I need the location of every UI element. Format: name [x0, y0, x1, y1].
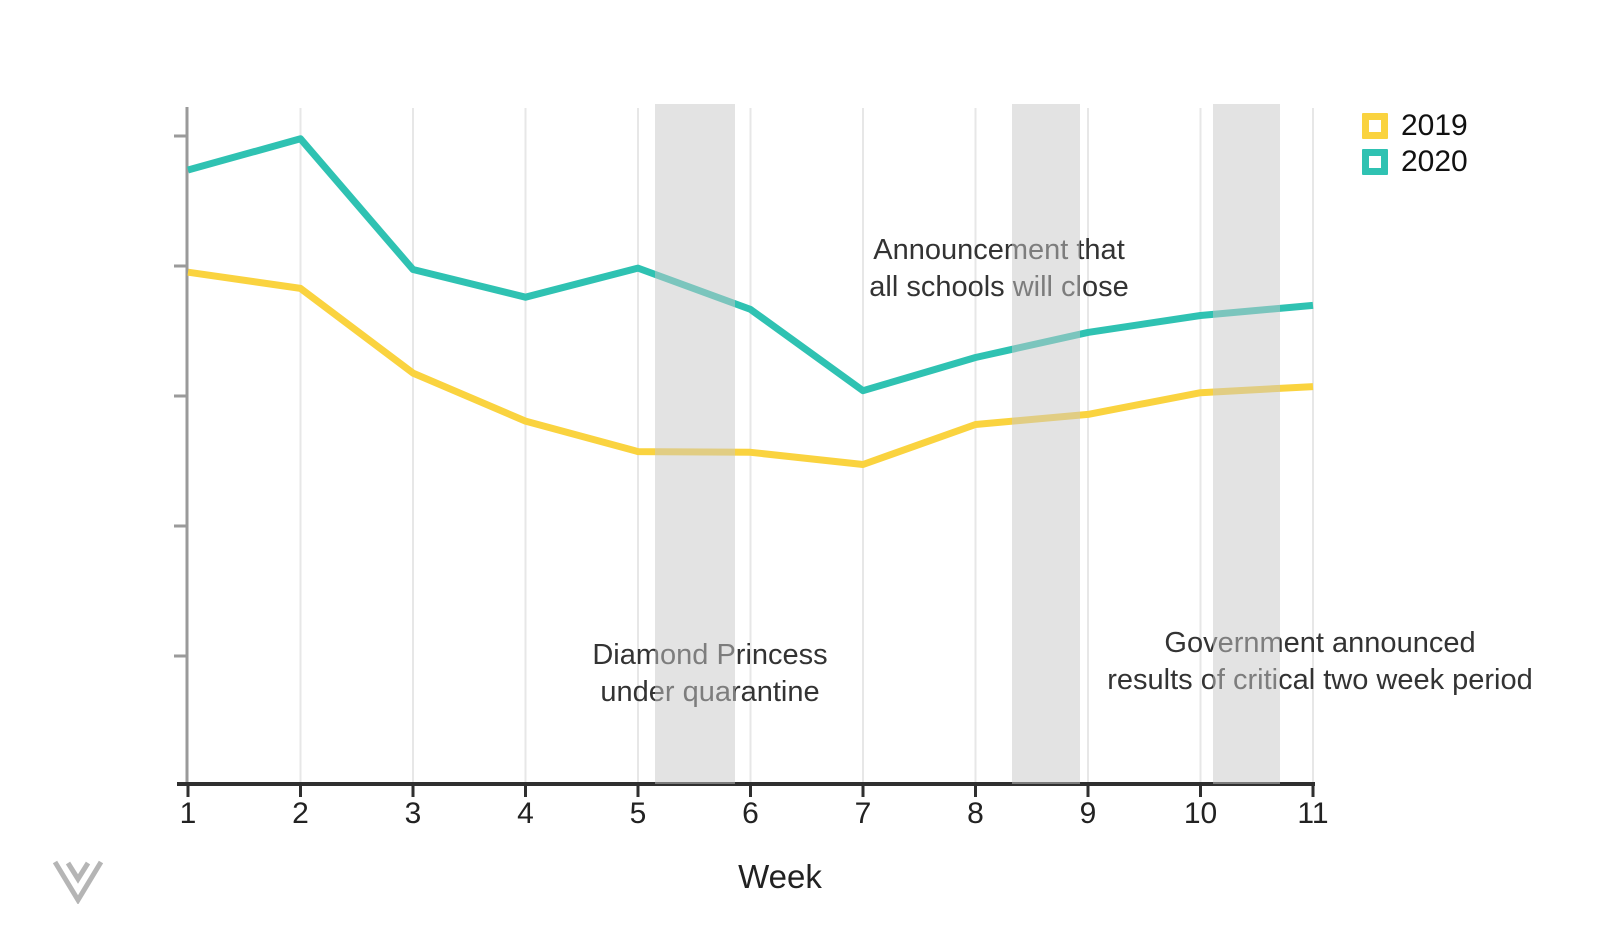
- x-tick-label: 1: [179, 797, 197, 830]
- legend-label-2019: 2019: [1401, 109, 1468, 142]
- x-tick-label: 6: [742, 797, 759, 830]
- x-tick-label: 2: [292, 797, 309, 830]
- legend-label-2020: 2020: [1401, 145, 1468, 178]
- legend-swatch-2019: [1362, 113, 1388, 139]
- x-tick-label: 10: [1183, 797, 1218, 830]
- legend: 2019 2020: [1362, 108, 1468, 180]
- x-tick-label: 8: [967, 797, 984, 830]
- annotation-line: Diamond Princess: [592, 639, 828, 671]
- annotation-line: results of critical two week period: [1107, 664, 1533, 696]
- legend-item-2020: 2020: [1362, 144, 1468, 180]
- annotation-schools-close: Announcement that all schools will close: [869, 232, 1129, 306]
- annotation-line: all schools will close: [869, 271, 1129, 303]
- annotation-diamond-princess: Diamond Princess under quarantine: [592, 637, 827, 711]
- legend-swatch-2020: [1362, 149, 1388, 175]
- x-axis-title: Week: [738, 858, 822, 895]
- annotation-line: under quarantine: [600, 676, 820, 708]
- series-line-2020: [187, 135, 1314, 395]
- x-tick-label: 9: [1079, 797, 1097, 830]
- x-tick-label: 7: [854, 797, 872, 830]
- x-tick-label: 4: [517, 797, 534, 830]
- legend-item-2019: 2019: [1362, 108, 1468, 144]
- x-tick-label: 3: [404, 797, 422, 830]
- annotation-line: Announcement that: [873, 234, 1125, 266]
- x-tick-label: 11: [1297, 797, 1329, 830]
- annotation-critical-two-week: Government announced results of critical…: [1107, 625, 1533, 699]
- verge-v-logo-icon: [52, 860, 104, 904]
- annotation-line: Government announced: [1164, 627, 1476, 659]
- series-line-2019: [187, 268, 1314, 468]
- x-tick-label: 5: [629, 797, 647, 830]
